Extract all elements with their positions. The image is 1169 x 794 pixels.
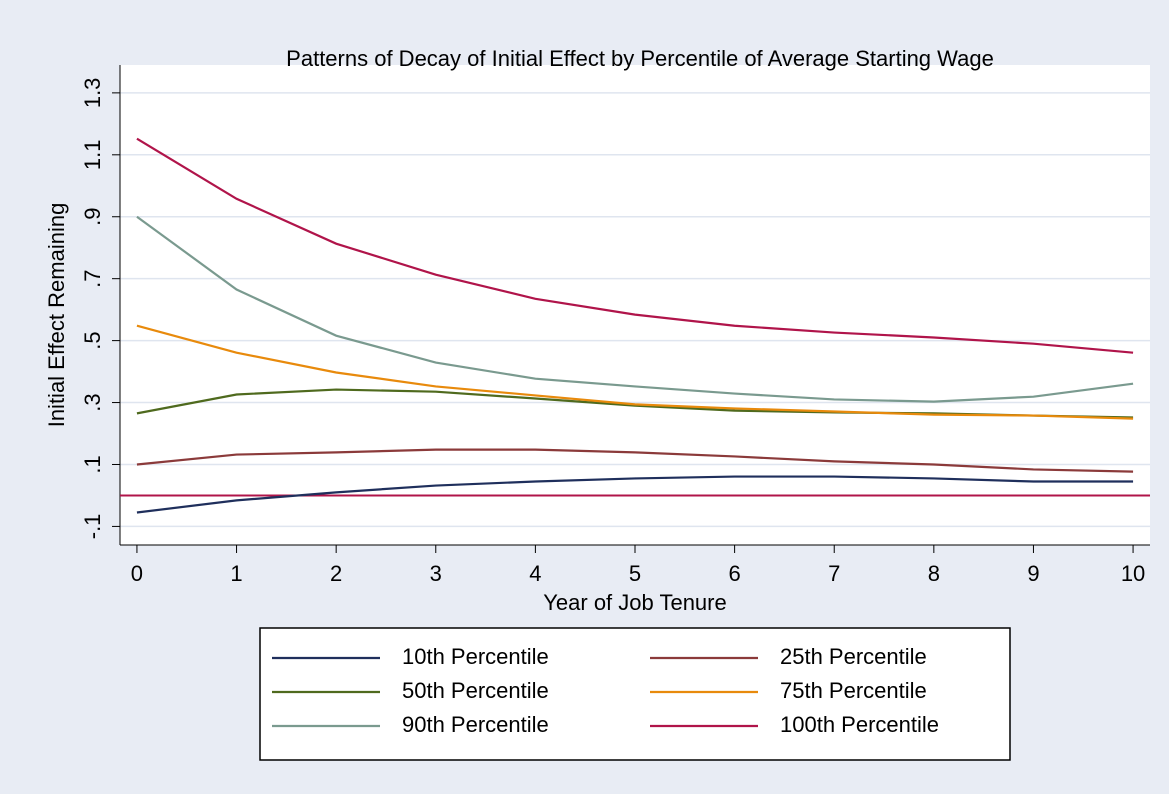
- x-tick-label: 1: [230, 561, 242, 586]
- series-line: [136, 475, 1134, 514]
- legend-label: 75th Percentile: [780, 678, 927, 703]
- series-line: [136, 448, 1134, 473]
- x-tick-label: 3: [430, 561, 442, 586]
- x-tick-label: 9: [1027, 561, 1039, 586]
- chart-title: Patterns of Decay of Initial Effect by P…: [286, 46, 994, 71]
- x-tick-label: 2: [330, 561, 342, 586]
- y-tick-label: 1.1: [80, 140, 105, 171]
- x-tick-label: 0: [131, 561, 143, 586]
- y-tick-label: .7: [80, 269, 105, 287]
- legend-label: 25th Percentile: [780, 644, 927, 669]
- legend-label: 100th Percentile: [780, 712, 939, 737]
- y-tick-label: .1: [80, 455, 105, 473]
- legend-label: 50th Percentile: [402, 678, 549, 703]
- y-tick-label: -.1: [80, 514, 105, 540]
- x-tick-label: 8: [928, 561, 940, 586]
- x-tick-label: 7: [828, 561, 840, 586]
- x-tick-label: 4: [529, 561, 541, 586]
- legend-label: 10th Percentile: [402, 644, 549, 669]
- series-line: [136, 324, 1134, 420]
- x-axis-title: Year of Job Tenure: [543, 590, 726, 615]
- x-tick-label: 6: [728, 561, 740, 586]
- series-line: [136, 137, 1134, 354]
- legend-label: 90th Percentile: [402, 712, 549, 737]
- y-axis-title: Initial Effect Remaining: [44, 203, 69, 428]
- x-tick-label: 10: [1121, 561, 1145, 586]
- y-tick-label: .5: [80, 331, 105, 349]
- x-tick-label: 5: [629, 561, 641, 586]
- legend: [259, 627, 1011, 761]
- plot-area: [120, 65, 1150, 545]
- y-tick-label: 1.3: [80, 78, 105, 109]
- y-tick-label: .9: [80, 208, 105, 226]
- series-line: [136, 215, 1134, 403]
- y-tick-label: .3: [80, 393, 105, 411]
